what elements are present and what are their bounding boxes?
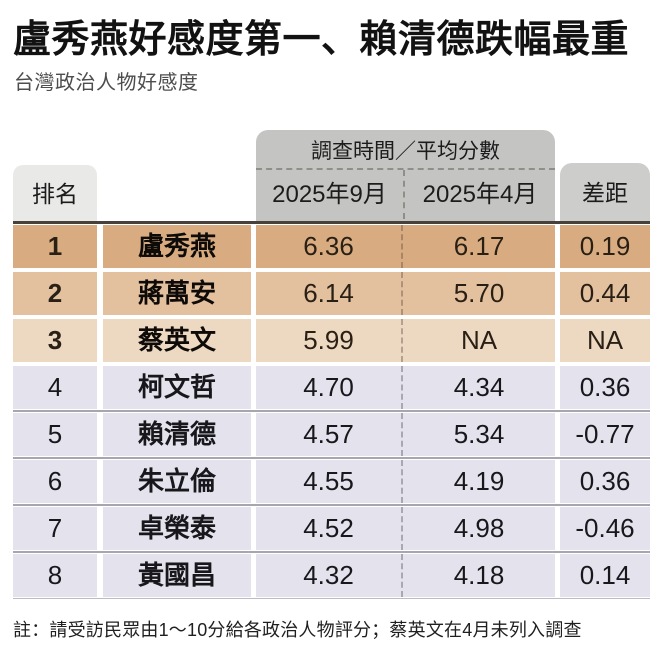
sep-score-cell: 6.36 bbox=[256, 225, 403, 268]
rank-cell: 8 bbox=[13, 554, 97, 597]
table-row-rank2: 2 蔣萬安 6.14 5.70 0.44 bbox=[13, 272, 650, 315]
table-top-border bbox=[13, 221, 650, 224]
rank-cell: 7 bbox=[13, 507, 97, 550]
diff-cell: 0.19 bbox=[560, 225, 650, 268]
column-header-apr2025: 2025年4月 bbox=[403, 170, 555, 219]
sep-score-cell: 5.99 bbox=[256, 319, 403, 362]
rank-cell: 6 bbox=[13, 460, 97, 503]
survey-group-header: 調查時間／平均分數 2025年9月 2025年4月 bbox=[256, 130, 555, 221]
diff-cell: 0.36 bbox=[560, 460, 650, 503]
sep-score-cell: 4.55 bbox=[256, 460, 403, 503]
rank-cell: 1 bbox=[13, 225, 97, 268]
name-cell: 卓榮泰 bbox=[103, 507, 251, 550]
diff-cell: -0.77 bbox=[560, 413, 650, 456]
name-cell: 盧秀燕 bbox=[103, 225, 251, 268]
rank-cell: 4 bbox=[13, 366, 97, 409]
favorability-table: 排名 調查時間／平均分數 2025年9月 2025年4月 差距 1 盧秀燕 6.… bbox=[13, 130, 650, 599]
page-title: 盧秀燕好感度第一、賴清德跌幅最重 bbox=[13, 19, 630, 61]
rank-column-header: 排名 bbox=[13, 165, 97, 221]
name-cell: 蔡英文 bbox=[103, 319, 251, 362]
rank-cell: 3 bbox=[13, 319, 97, 362]
table-body: 1 盧秀燕 6.36 6.17 0.19 2 蔣萬安 6.14 5.70 0.4… bbox=[13, 225, 650, 599]
diff-column-header: 差距 bbox=[560, 163, 650, 221]
table-header: 排名 調查時間／平均分數 2025年9月 2025年4月 差距 bbox=[13, 130, 650, 221]
apr-score-cell: 4.34 bbox=[403, 366, 555, 409]
apr-score-cell: 5.70 bbox=[403, 272, 555, 315]
apr-score-cell: 5.34 bbox=[403, 413, 555, 456]
apr-score-cell: 6.17 bbox=[403, 225, 555, 268]
group-header-label: 調查時間／平均分數 bbox=[256, 130, 555, 170]
column-header-sep2025: 2025年9月 bbox=[272, 181, 387, 208]
footnote: 註：請受訪民眾由1～10分給各政治人物評分；蔡英文在4月未列入調查 bbox=[13, 620, 582, 640]
rank-cell: 5 bbox=[13, 413, 97, 456]
apr-score-cell: 4.98 bbox=[403, 507, 555, 550]
table-row-rank7: 7 卓榮泰 4.52 4.98 -0.46 bbox=[13, 504, 650, 550]
apr-score-cell: NA bbox=[403, 319, 555, 362]
table-row-rank8: 8 黃國昌 4.32 4.18 0.14 bbox=[13, 551, 650, 597]
diff-cell: 0.44 bbox=[560, 272, 650, 315]
month-headers: 2025年9月 2025年4月 bbox=[256, 170, 555, 219]
table-row-rank4: 4 柯文哲 4.70 4.34 0.36 bbox=[13, 366, 650, 409]
name-cell: 朱立倫 bbox=[103, 460, 251, 503]
table-row-rank5: 5 賴清德 4.57 5.34 -0.77 bbox=[13, 410, 650, 456]
name-cell: 柯文哲 bbox=[103, 366, 251, 409]
table-row-rank6: 6 朱立倫 4.55 4.19 0.36 bbox=[13, 457, 650, 503]
table-row-rank3: 3 蔡英文 5.99 NA NA bbox=[13, 319, 650, 362]
apr-score-cell: 4.18 bbox=[403, 554, 555, 597]
apr-score-cell: 4.19 bbox=[403, 460, 555, 503]
diff-cell: -0.46 bbox=[560, 507, 650, 550]
diff-cell: NA bbox=[560, 319, 650, 362]
sep-score-cell: 4.52 bbox=[256, 507, 403, 550]
sep-score-cell: 4.32 bbox=[256, 554, 403, 597]
name-cell: 黃國昌 bbox=[103, 554, 251, 597]
table-row-rank1: 1 盧秀燕 6.36 6.17 0.19 bbox=[13, 225, 650, 268]
page-subtitle: 台灣政治人物好感度 bbox=[14, 72, 199, 94]
diff-cell: 0.36 bbox=[560, 366, 650, 409]
diff-cell: 0.14 bbox=[560, 554, 650, 597]
sep-score-cell: 6.14 bbox=[256, 272, 403, 315]
name-cell: 賴清德 bbox=[103, 413, 251, 456]
sep-score-cell: 4.57 bbox=[256, 413, 403, 456]
rank-cell: 2 bbox=[13, 272, 97, 315]
name-cell: 蔣萬安 bbox=[103, 272, 251, 315]
sep-score-cell: 4.70 bbox=[256, 366, 403, 409]
